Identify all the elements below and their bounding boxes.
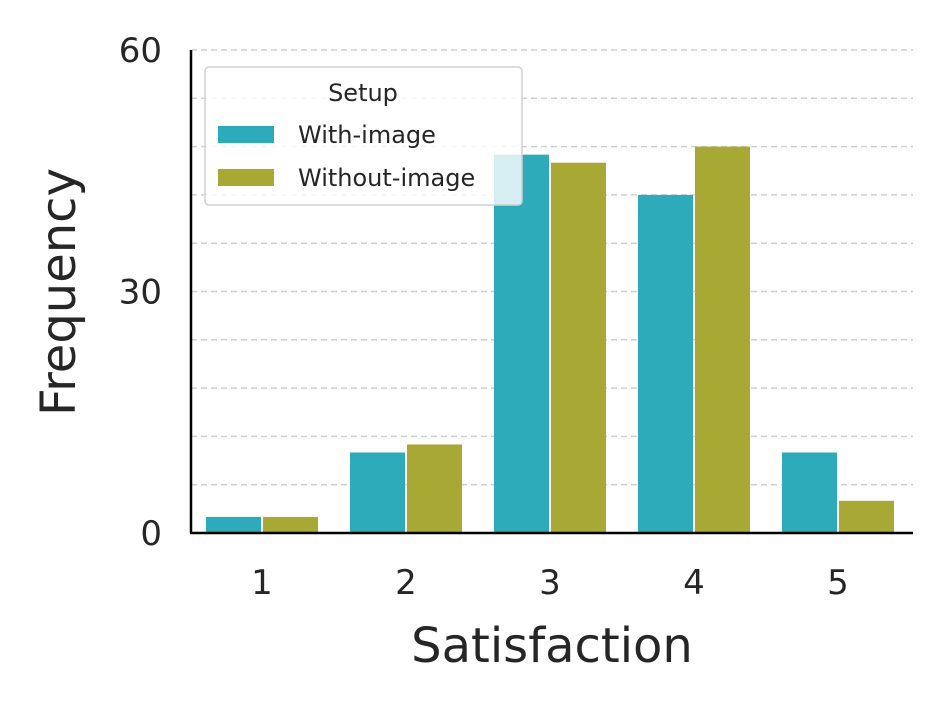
bar-without-image-5 [839,500,894,533]
legend-entry-label: Without-image [298,164,475,192]
x-tick-label: 3 [539,563,561,603]
bar-with-image-3 [494,154,549,533]
y-axis-title: Frequency [31,168,87,416]
bar-with-image-1 [206,516,261,533]
y-tick-labels: 0 30 60 [119,31,162,554]
bar-without-image-1 [263,516,318,533]
legend-swatch [218,126,274,143]
y-tick-label: 60 [119,31,162,71]
bars [206,146,894,533]
bar-with-image-2 [350,452,405,533]
x-axis-title: Satisfaction [411,618,693,674]
bar-without-image-3 [551,162,606,533]
legend-entry-label: With-image [298,121,436,149]
bar-without-image-4 [695,146,750,533]
legend-title: Setup [328,79,398,107]
bar-with-image-5 [782,452,837,533]
bar-with-image-4 [638,194,693,533]
x-tick-label: 5 [827,563,849,603]
x-tick-label: 4 [683,563,705,603]
legend: Setup With-image Without-image [204,66,523,206]
y-tick-label: 0 [140,514,162,554]
bar-without-image-2 [407,444,462,533]
legend-swatch [218,169,274,186]
x-tick-label: 2 [395,563,417,603]
x-tick-label: 1 [251,563,273,603]
x-tick-labels: 1 2 3 4 5 [251,563,849,603]
legend-box [204,66,523,206]
y-tick-label: 30 [119,273,162,313]
